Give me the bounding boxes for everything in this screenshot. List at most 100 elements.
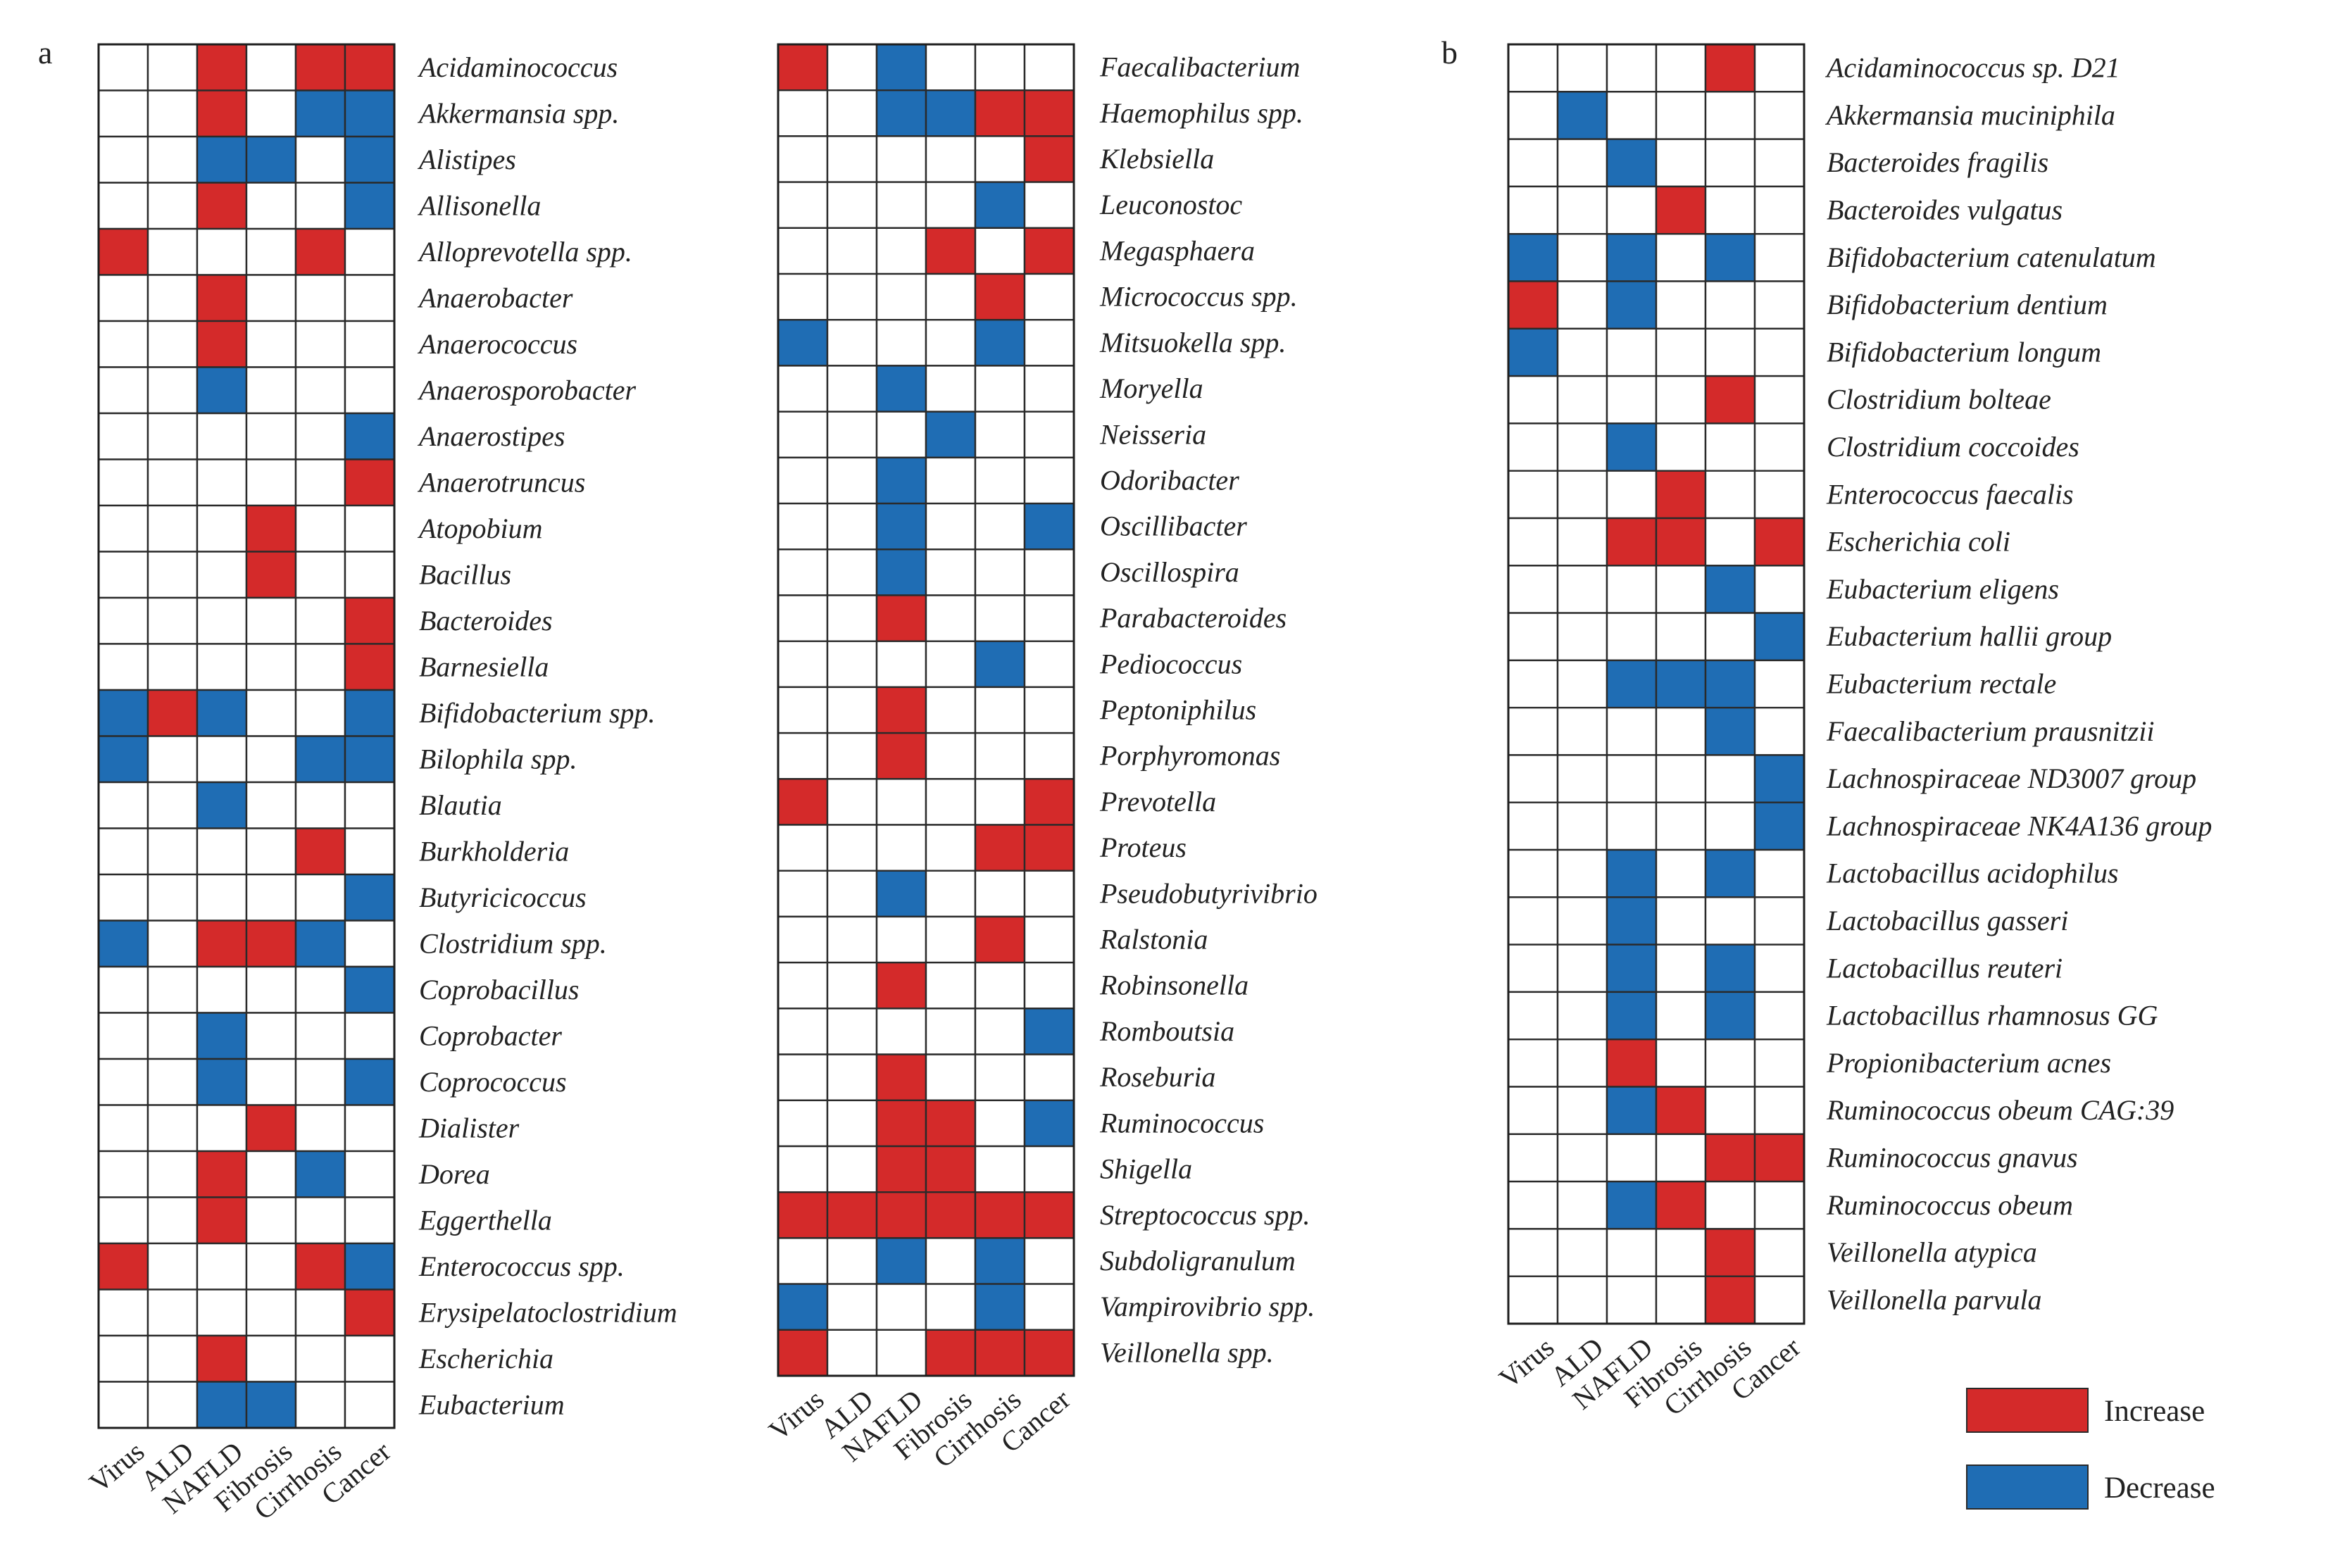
cell-b-r21-c5 bbox=[1753, 1038, 1806, 1088]
cell-a1-r14-c5 bbox=[344, 689, 396, 737]
cell-a2-r0-c3 bbox=[925, 43, 977, 92]
cell-b-r6-c1 bbox=[1556, 327, 1608, 377]
cell-a2-r4-c2 bbox=[875, 227, 927, 275]
cell-a1-r1-c2 bbox=[196, 89, 248, 138]
cell-a2-r19-c3 bbox=[925, 915, 977, 964]
cell-a2-r17-c4 bbox=[974, 824, 1026, 872]
cell-a2-r23-c5 bbox=[1023, 1099, 1075, 1148]
cell-a1-r9-c0 bbox=[97, 458, 149, 507]
cell-b-r9-c1 bbox=[1556, 470, 1608, 520]
cell-b-r4-c3 bbox=[1655, 233, 1707, 282]
cell-b-r25-c5 bbox=[1753, 1228, 1806, 1277]
cell-b-r11-c1 bbox=[1556, 565, 1608, 614]
cell-b-r5-c0 bbox=[1507, 280, 1559, 330]
cell-a1-r13-c3 bbox=[245, 643, 297, 691]
cell-b-r18-c1 bbox=[1556, 896, 1608, 946]
row-label: Veillonella parvula bbox=[1827, 1284, 2042, 1315]
cell-b-r5-c3 bbox=[1655, 280, 1707, 330]
cell-b-r8-c3 bbox=[1655, 422, 1707, 472]
cell-b-r8-c5 bbox=[1753, 422, 1806, 472]
cell-a2-r23-c1 bbox=[826, 1099, 878, 1148]
cell-b-r20-c1 bbox=[1556, 991, 1608, 1041]
cell-a2-r12-c5 bbox=[1023, 594, 1075, 642]
cell-b-r1-c5 bbox=[1753, 91, 1806, 140]
cell-a2-r3-c1 bbox=[826, 181, 878, 230]
cell-b-r10-c2 bbox=[1606, 517, 1658, 567]
cell-a1-r25-c4 bbox=[294, 1196, 346, 1245]
cell-a2-r5-c5 bbox=[1023, 272, 1075, 321]
row-label: Bifidobacterium spp. bbox=[419, 697, 656, 729]
cell-a2-r26-c0 bbox=[777, 1237, 829, 1285]
cell-a2-r17-c2 bbox=[875, 824, 927, 872]
cell-a2-r7-c3 bbox=[925, 365, 977, 413]
cell-a2-r12-c3 bbox=[925, 594, 977, 642]
cell-a1-r19-c0 bbox=[97, 920, 149, 968]
row-label: Blautia bbox=[419, 789, 502, 821]
row-label: Alistipes bbox=[417, 144, 516, 175]
row-label: Subdoligranulum bbox=[1100, 1245, 1296, 1277]
cell-a1-r15-c5 bbox=[344, 735, 396, 784]
cell-a2-r27-c3 bbox=[925, 1283, 977, 1331]
cell-b-r18-c4 bbox=[1704, 896, 1756, 946]
row-label: Romboutsia bbox=[1099, 1015, 1234, 1047]
cell-a1-r14-c1 bbox=[146, 689, 199, 737]
cell-a1-r5-c5 bbox=[344, 274, 396, 322]
cell-b-r11-c0 bbox=[1507, 565, 1559, 614]
row-label: Lactobacillus rhamnosus GG bbox=[1826, 1000, 2158, 1031]
cell-b-r20-c4 bbox=[1704, 991, 1756, 1041]
cell-a2-r25-c1 bbox=[826, 1191, 878, 1239]
cell-a2-r26-c1 bbox=[826, 1237, 878, 1285]
cell-b-r5-c5 bbox=[1753, 280, 1806, 330]
cell-b-r17-c4 bbox=[1704, 848, 1756, 898]
cell-a2-r11-c3 bbox=[925, 548, 977, 596]
cell-a2-r24-c3 bbox=[925, 1145, 977, 1193]
cell-a1-r1-c3 bbox=[245, 89, 297, 138]
cell-a2-r7-c4 bbox=[974, 365, 1026, 413]
cell-a1-r27-c4 bbox=[294, 1288, 346, 1337]
cell-a1-r7-c2 bbox=[196, 366, 248, 415]
cell-a1-r23-c5 bbox=[344, 1104, 396, 1153]
cell-b-r10-c4 bbox=[1704, 517, 1756, 567]
cell-a1-r16-c5 bbox=[344, 781, 396, 829]
cell-a2-r9-c2 bbox=[875, 456, 927, 505]
cell-b-r8-c4 bbox=[1704, 422, 1756, 472]
cell-a1-r4-c1 bbox=[146, 227, 199, 276]
cell-a1-r23-c3 bbox=[245, 1104, 297, 1153]
cell-a1-r2-c2 bbox=[196, 135, 248, 184]
cell-a2-r22-c1 bbox=[826, 1053, 878, 1102]
cell-a2-r2-c0 bbox=[777, 135, 829, 183]
cell-b-r10-c0 bbox=[1507, 517, 1559, 567]
cell-b-r13-c1 bbox=[1556, 659, 1608, 709]
cell-a2-r7-c5 bbox=[1023, 365, 1075, 413]
cell-a2-r7-c0 bbox=[777, 365, 829, 413]
cell-b-r15-c0 bbox=[1507, 754, 1559, 803]
cell-a1-r15-c1 bbox=[146, 735, 199, 784]
cell-a1-r23-c2 bbox=[196, 1104, 248, 1153]
cell-a2-r24-c0 bbox=[777, 1145, 829, 1193]
cell-b-r26-c0 bbox=[1507, 1275, 1559, 1325]
cell-b-r6-c0 bbox=[1507, 327, 1559, 377]
cell-a1-r26-c1 bbox=[146, 1242, 199, 1291]
cell-a2-r18-c3 bbox=[925, 870, 977, 918]
cell-b-r24-c4 bbox=[1704, 1180, 1756, 1230]
cell-a1-r21-c0 bbox=[97, 1012, 149, 1060]
cell-a1-r3-c1 bbox=[146, 182, 199, 230]
cell-a2-r5-c2 bbox=[875, 272, 927, 321]
cell-a1-r21-c1 bbox=[146, 1012, 199, 1060]
cell-a1-r19-c3 bbox=[245, 920, 297, 968]
cell-a2-r21-c3 bbox=[925, 1008, 977, 1055]
cell-a1-r23-c4 bbox=[294, 1104, 346, 1153]
cell-a1-r1-c0 bbox=[97, 89, 149, 138]
row-label: Peptoniphilus bbox=[1099, 694, 1256, 726]
cell-a2-r20-c3 bbox=[925, 961, 977, 1010]
cell-a2-r14-c4 bbox=[974, 686, 1026, 734]
cell-b-r15-c4 bbox=[1704, 754, 1756, 803]
row-label: Lachnospiraceae ND3007 group bbox=[1826, 763, 2196, 794]
cell-a2-r9-c1 bbox=[826, 456, 878, 505]
cell-a2-r3-c3 bbox=[925, 181, 977, 230]
cell-b-r13-c2 bbox=[1606, 659, 1658, 709]
cell-a1-r28-c4 bbox=[294, 1334, 346, 1383]
cell-b-r17-c3 bbox=[1655, 848, 1707, 898]
cell-a2-r26-c4 bbox=[974, 1237, 1026, 1285]
